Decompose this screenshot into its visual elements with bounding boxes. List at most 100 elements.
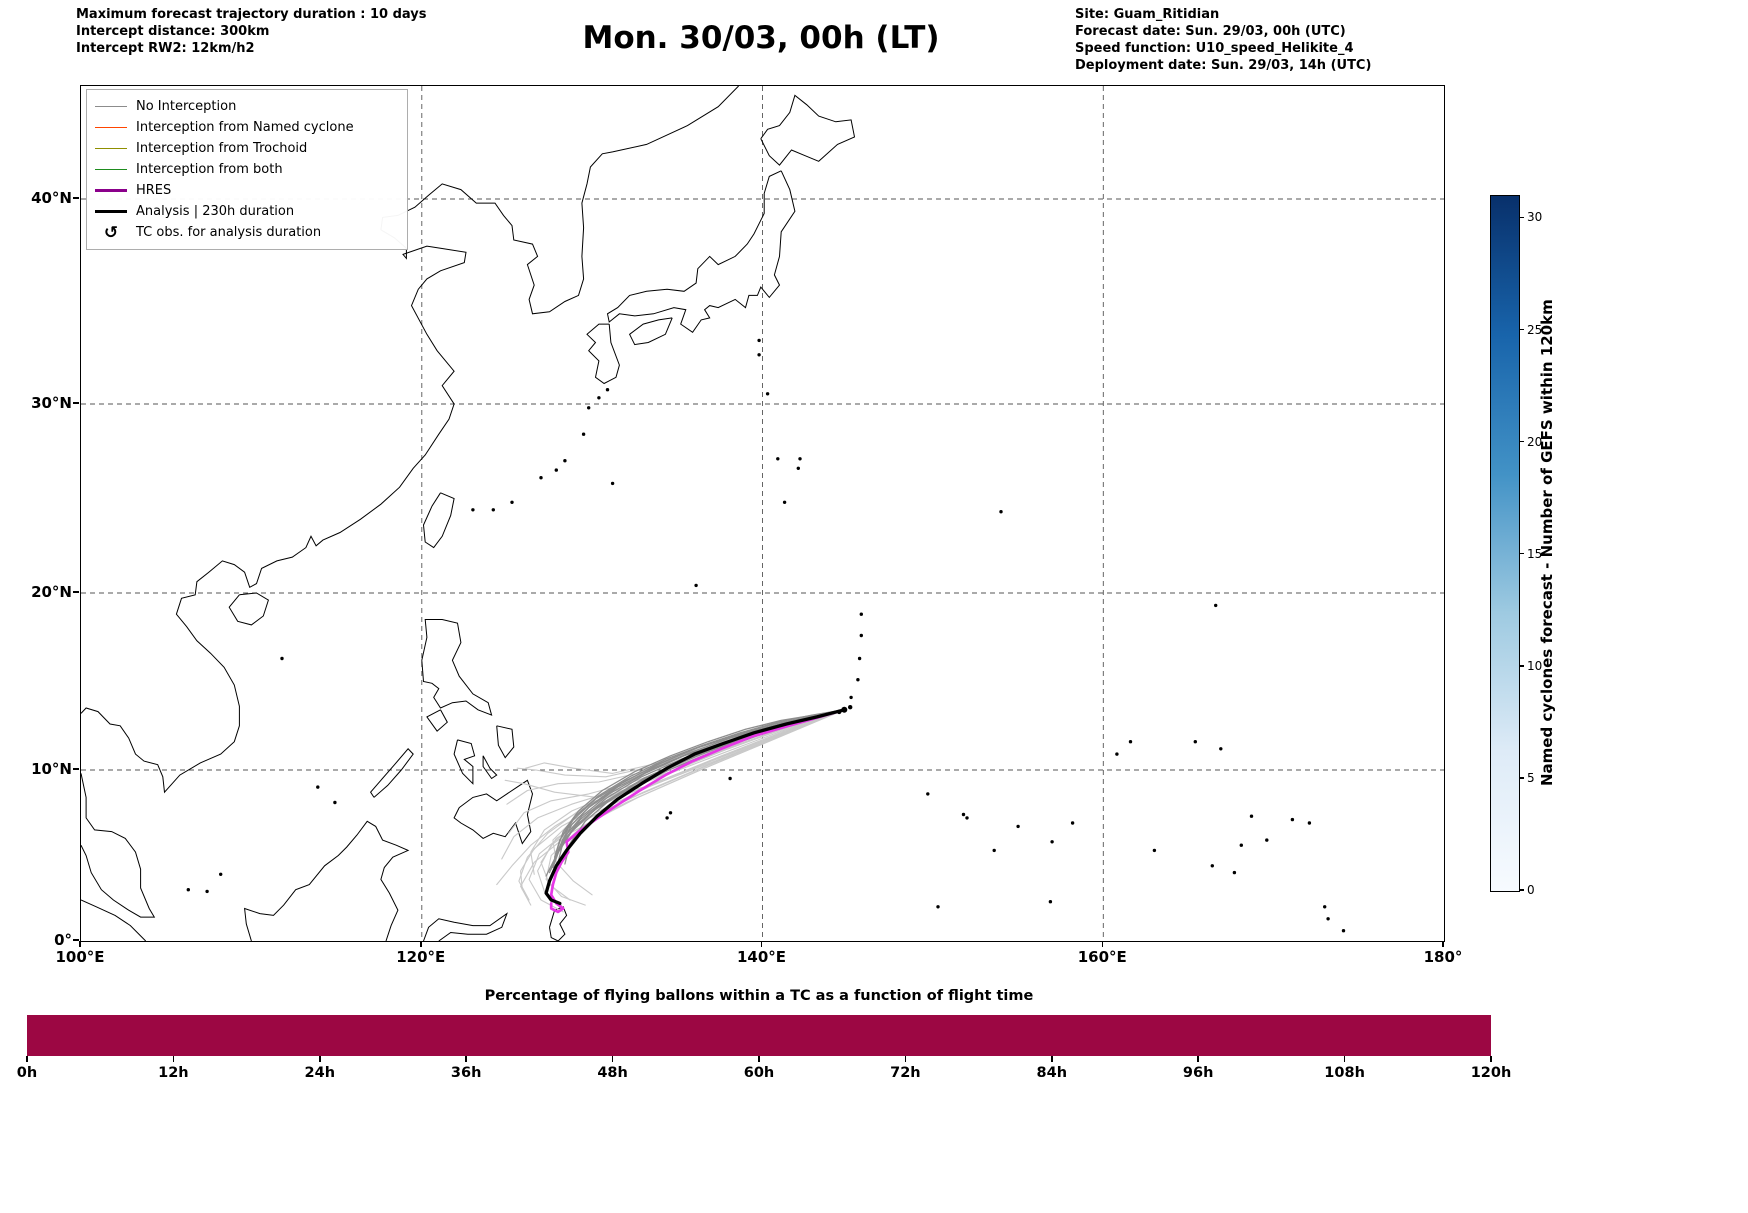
legend-swatch-line xyxy=(95,169,127,170)
y-tick-label: 10°N xyxy=(31,760,72,778)
island-dot xyxy=(857,656,862,661)
legend-item-no-interception: No Interception xyxy=(95,96,397,117)
legend-label: Analysis | 230h duration xyxy=(136,204,295,219)
colorbar-tick-mark xyxy=(1519,440,1524,443)
legend-line-sample xyxy=(95,169,127,170)
legend-label: HRES xyxy=(136,183,172,198)
time-tick-label: 84h xyxy=(1036,1065,1068,1081)
legend-swatch-line xyxy=(95,127,127,128)
legend-item-analysis: Analysis | 230h duration xyxy=(95,201,397,222)
legend-box: No Interception Interception from Named … xyxy=(86,89,408,250)
island-dot xyxy=(668,811,673,815)
island-dot xyxy=(563,459,567,463)
coastline xyxy=(760,94,856,166)
island-dot xyxy=(491,508,495,512)
header-left-line: Intercept RW2: 12km/h2 xyxy=(76,41,255,56)
tc-obs-icon: ↺ xyxy=(103,222,119,243)
trajectory-line xyxy=(550,709,845,870)
time-tick-mark xyxy=(1197,1056,1199,1062)
trajectory-line xyxy=(557,709,845,863)
colorbar-tick-label: 15 xyxy=(1527,546,1543,561)
island-dot xyxy=(205,889,209,894)
time-tick-label: 24h xyxy=(304,1065,336,1081)
time-tick-mark xyxy=(1490,1056,1492,1062)
island-dot xyxy=(581,432,586,436)
legend-item-tc-obs: ↺ TC obs. for analysis duration xyxy=(95,222,397,243)
legend-label: TC obs. for analysis duration xyxy=(136,225,322,240)
island-dot xyxy=(1210,864,1215,868)
island-dot xyxy=(1214,603,1218,608)
time-tick-label: 0h xyxy=(16,1065,38,1081)
trajectory-line xyxy=(520,709,845,891)
coastline xyxy=(453,779,534,845)
trajectory-line xyxy=(553,709,845,858)
legend-swatch-line xyxy=(95,148,127,149)
island-dot xyxy=(1323,905,1327,909)
island-dot xyxy=(999,510,1003,514)
time-tick-label: 108h xyxy=(1324,1065,1365,1081)
trajectory-line xyxy=(560,709,845,846)
island-dot xyxy=(665,816,669,820)
colorbar-tick-mark xyxy=(1519,552,1524,555)
x-tick-mark xyxy=(1442,941,1444,947)
coastline xyxy=(423,912,508,941)
time-tick-mark xyxy=(172,1056,175,1062)
coastline xyxy=(228,592,269,626)
header-right-line: Site: Guam_Ritidian xyxy=(1075,7,1220,22)
header-right-line: Deployment date: Sun. 29/03, 14h (UTC) xyxy=(1075,58,1372,73)
island-dot xyxy=(316,785,320,789)
colorbar-label: Named cyclones forecast - Number of GEFS… xyxy=(1538,299,1556,786)
trajectory-line xyxy=(553,709,845,860)
island-dot xyxy=(936,905,940,909)
trajectory-line xyxy=(552,709,845,869)
coastline xyxy=(422,492,455,549)
header-left-block: Maximum forecast trajectory duration : 1… xyxy=(76,6,427,57)
island-dot xyxy=(782,500,787,504)
island-dot xyxy=(1016,824,1020,829)
y-tick-mark xyxy=(73,591,79,593)
x-tick-mark xyxy=(760,941,763,947)
colorbar-tick-label: 5 xyxy=(1527,770,1535,785)
colorbar-tick-label: 25 xyxy=(1527,322,1543,337)
tc-obs-marker xyxy=(848,705,853,710)
island-dot xyxy=(1232,870,1237,875)
y-tick-mark xyxy=(73,768,79,770)
time-tick-label: 48h xyxy=(597,1065,628,1081)
legend-line-sample xyxy=(95,106,127,107)
island-dot xyxy=(1048,900,1053,904)
header-right-line: Forecast date: Sun. 29/03, 00h (UTC) xyxy=(1075,24,1346,39)
island-dot xyxy=(757,338,761,343)
time-tick-mark xyxy=(319,1056,321,1062)
island-dot xyxy=(333,800,337,805)
time-tick-label: 12h xyxy=(158,1065,189,1081)
coastline xyxy=(586,323,620,385)
island-dot xyxy=(757,353,761,357)
time-tick-label: 36h xyxy=(450,1065,482,1081)
legend-label: Interception from Named cyclone xyxy=(136,120,354,135)
island-dot xyxy=(859,633,863,638)
island-dot xyxy=(1326,917,1330,921)
legend-label: No Interception xyxy=(136,99,237,114)
x-tick-label: 180° xyxy=(1423,948,1463,966)
x-tick-label: 160°E xyxy=(1077,948,1127,966)
legend-item-named-cyclone: Interception from Named cyclone xyxy=(95,117,397,138)
coastline xyxy=(606,170,796,333)
x-tick-mark xyxy=(79,941,81,947)
time-tick-label: 96h xyxy=(1182,1065,1214,1081)
island-dot xyxy=(728,776,732,781)
y-tick-mark xyxy=(73,402,79,404)
colorbar-tick-mark xyxy=(1519,889,1524,891)
trajectory-line xyxy=(555,709,845,853)
colorbar-tick-mark xyxy=(1519,328,1524,331)
legend-swatch-line xyxy=(95,210,127,213)
island-dot xyxy=(1307,821,1312,825)
x-tick-label: 140°E xyxy=(736,948,787,966)
island-dot xyxy=(926,792,930,796)
y-tick-mark xyxy=(73,197,79,199)
time-tick-mark xyxy=(1343,1056,1346,1062)
island-dot xyxy=(1341,929,1346,933)
island-dot xyxy=(605,388,610,392)
header-left-line: Intercept distance: 300km xyxy=(76,24,270,39)
island-dot xyxy=(219,872,223,876)
